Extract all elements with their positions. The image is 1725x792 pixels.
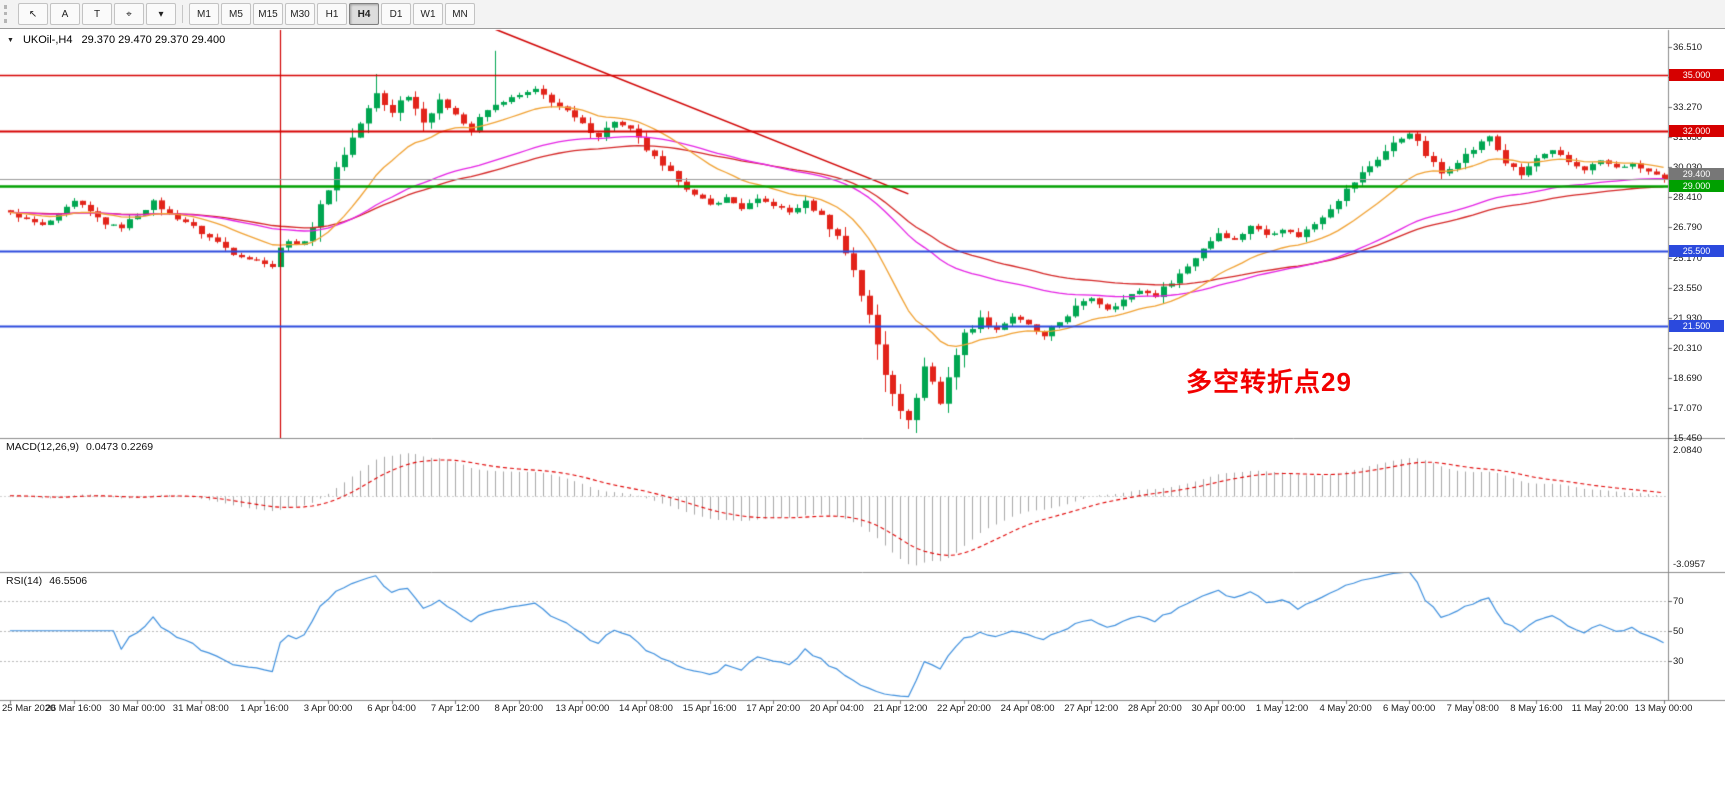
chart-annotation[interactable]: 多空转折点29: [1186, 367, 1352, 397]
macd-values: 0.0473 0.2269: [85, 441, 154, 453]
timeframe-button-h4[interactable]: H4: [349, 3, 379, 25]
timeframe-button-d1[interactable]: D1: [381, 3, 411, 25]
toolbar-grip-icon[interactable]: [4, 5, 12, 23]
macd-label-row: MACD(12,26,9) 0.0473 0.2269: [6, 441, 153, 453]
pointer-icon: ↖: [28, 8, 38, 20]
toolbar: ↖ A T ⌖ ▾ M1 M5 M15 M30 H1 H4 D1 W1 MN: [0, 0, 1725, 29]
text-tool-button[interactable]: T: [82, 3, 112, 25]
timeframe-button-m1[interactable]: M1: [189, 3, 219, 25]
macd-label: MACD(12,26,9): [6, 441, 79, 453]
timeframe-button-m5[interactable]: M5: [221, 3, 251, 25]
timeframe-buttons: M1 M5 M15 M30 H1 H4 D1 W1 MN: [188, 3, 476, 25]
chart-header: ▼ UKOil-,H4 29.370 29.470 29.370 29.400: [7, 34, 225, 46]
timeframe-button-m30[interactable]: M30: [285, 3, 315, 25]
rsi-label: RSI(14): [6, 575, 43, 587]
annotation-tool-button[interactable]: A: [50, 3, 80, 25]
cursor-button[interactable]: ↖: [18, 3, 48, 25]
caret-down-icon: ▾: [158, 8, 164, 20]
timeframe-button-w1[interactable]: W1: [413, 3, 443, 25]
tools-dropdown-button[interactable]: ▾: [146, 3, 176, 25]
timeframe-button-mn[interactable]: MN: [445, 3, 475, 25]
crosshair-button[interactable]: ⌖: [114, 3, 144, 25]
timeframe-button-m15[interactable]: M15: [253, 3, 283, 25]
toolbar-separator: [182, 5, 183, 23]
symbol-label: UKOil-,H4: [22, 34, 73, 46]
collapse-triangle-icon[interactable]: ▼: [7, 36, 14, 44]
crosshair-icon: ⌖: [126, 8, 132, 20]
rsi-label-row: RSI(14) 46.5506: [6, 575, 87, 587]
tool-buttons: ↖ A T ⌖ ▾: [17, 3, 177, 25]
ohlc-values: 29.370 29.470 29.370 29.400: [81, 34, 226, 46]
timeframe-button-h1[interactable]: H1: [317, 3, 347, 25]
rsi-value: 46.5506: [49, 575, 88, 587]
